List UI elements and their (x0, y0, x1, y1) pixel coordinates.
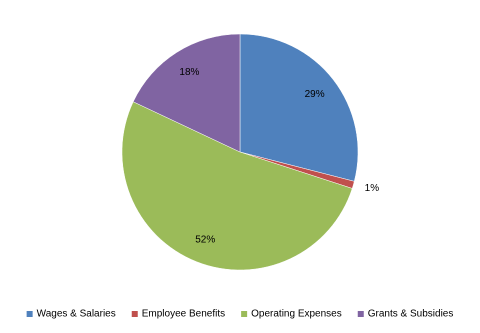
data-label: 29% (305, 89, 325, 100)
legend-marker (357, 311, 364, 317)
pie-slice (121, 101, 353, 271)
legend-label: Operating Expenses (251, 309, 342, 320)
data-label: 1% (365, 183, 380, 194)
data-label: 18% (179, 67, 199, 78)
pie-slice (239, 33, 359, 182)
pie-slice (132, 33, 241, 153)
legend-label: Employee Benefits (142, 309, 225, 320)
legend-label: Grants & Subsidies (368, 309, 454, 320)
legend-marker (241, 311, 248, 317)
legend-marker (26, 311, 33, 317)
legend-marker (131, 311, 138, 317)
data-label: 52% (195, 234, 215, 245)
legend-label: Wages & Salaries (37, 309, 116, 320)
